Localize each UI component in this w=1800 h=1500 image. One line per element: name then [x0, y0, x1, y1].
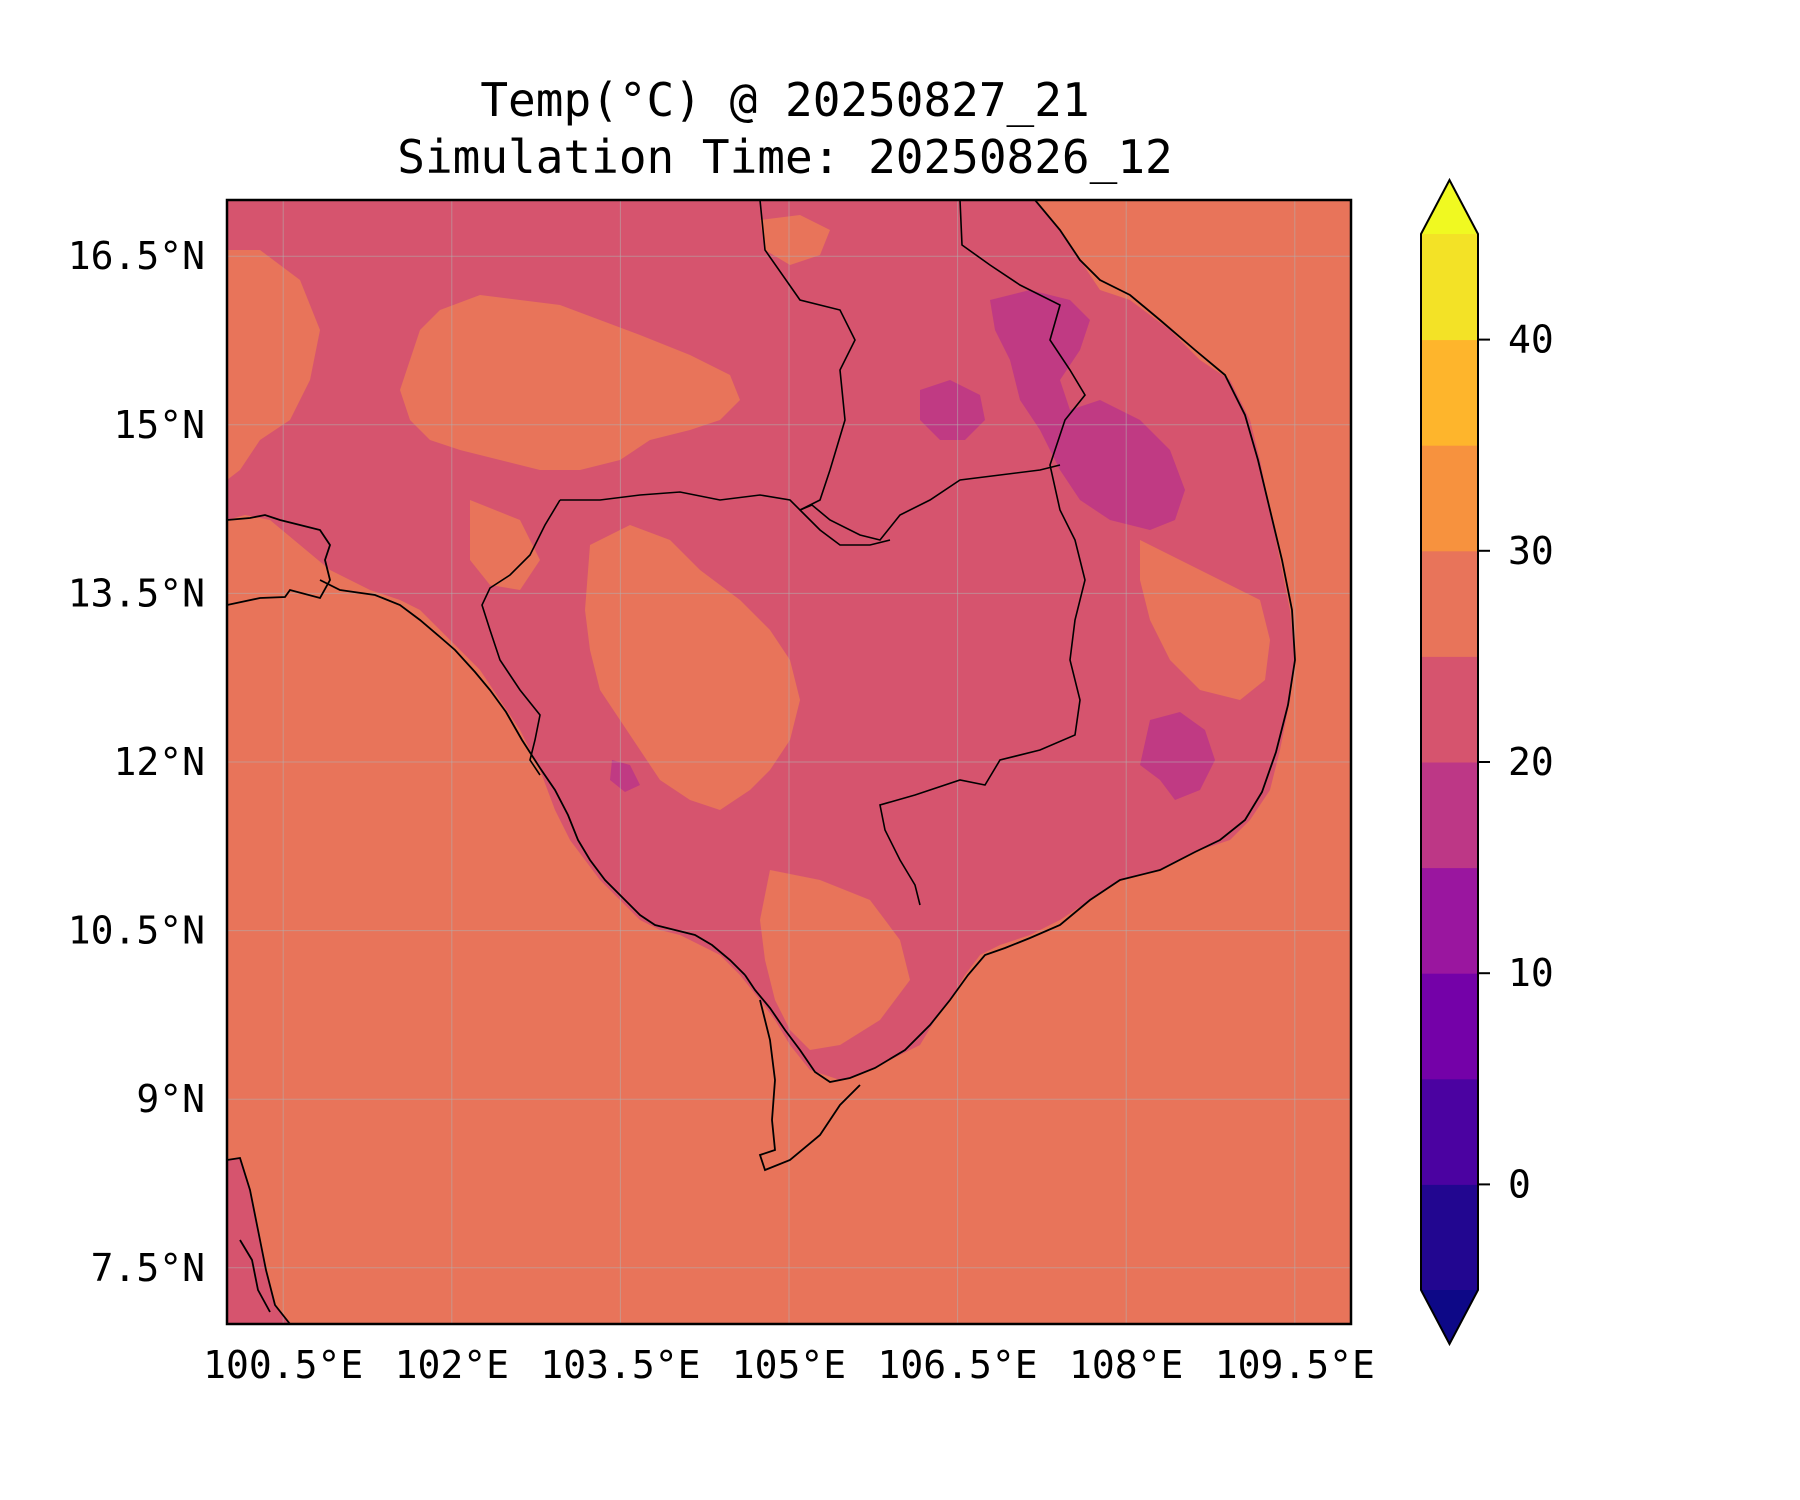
colorbar-segment	[1421, 656, 1478, 763]
warm-patches	[227, 215, 1270, 1050]
colorbar-segment	[1421, 1184, 1478, 1291]
colorbar-tick-label: 0	[1508, 1162, 1531, 1206]
x-axis: 100.5°E 102°E 103.5°E 105°E 106.5°E 108°E 109.…	[203, 1343, 1375, 1387]
coastlines	[227, 200, 1296, 1324]
colorbar-segment	[1421, 445, 1478, 552]
y-tick-label: 12°N	[113, 740, 205, 784]
colorbar-tick-label: 20	[1508, 740, 1554, 784]
colorbar-tick-label: 10	[1508, 951, 1554, 995]
colorbar: 0 10 20 30 40	[1420, 177, 1554, 1347]
colorbar-segment	[1421, 973, 1478, 1080]
x-tick-label: 106.5°E	[878, 1343, 1038, 1387]
colorbar-segment	[1421, 867, 1478, 974]
x-tick-label: 102°E	[395, 1343, 509, 1387]
map-title-line2: Simulation Time: 20250826_12	[397, 130, 1172, 184]
colorbar-segment	[1421, 762, 1478, 869]
colorbar-tick-label: 40	[1508, 318, 1554, 362]
map-gridlines	[227, 200, 1351, 1324]
y-tick-label: 13.5°N	[68, 571, 205, 615]
colorbar-segment	[1421, 550, 1478, 657]
colorbar-segment	[1421, 1078, 1478, 1185]
y-tick-label: 9°N	[136, 1077, 205, 1121]
y-tick-label: 10.5°N	[68, 909, 205, 953]
map-title-line1: Temp(°C) @ 20250827_21	[480, 73, 1089, 127]
x-tick-label: 108°E	[1069, 1343, 1183, 1387]
y-tick-label: 15°N	[113, 403, 205, 447]
map-panel	[227, 200, 1351, 1324]
y-tick-label: 16.5°N	[68, 234, 205, 278]
colorbar-outline	[1420, 177, 1479, 1347]
colorbar-extend-min	[1421, 1290, 1478, 1344]
colorbar-tick-label: 30	[1508, 529, 1554, 573]
y-axis: 16.5°N 15°N 13.5°N 12°N 10.5°N 9°N 7.5°N	[68, 234, 205, 1290]
map-frame	[225, 198, 1353, 1326]
y-tick-label: 7.5°N	[91, 1246, 205, 1290]
x-tick-label: 105°E	[732, 1343, 846, 1387]
x-tick-label: 103.5°E	[540, 1343, 700, 1387]
peninsula-land	[227, 1158, 290, 1324]
country-borders	[481, 200, 1086, 906]
x-tick-label: 109.5°E	[1215, 1343, 1375, 1387]
x-tick-label: 100.5°E	[203, 1343, 363, 1387]
colorbar-segment	[1421, 339, 1478, 446]
colorbar-segment	[1421, 234, 1478, 341]
colorbar-extend-max	[1421, 180, 1478, 234]
